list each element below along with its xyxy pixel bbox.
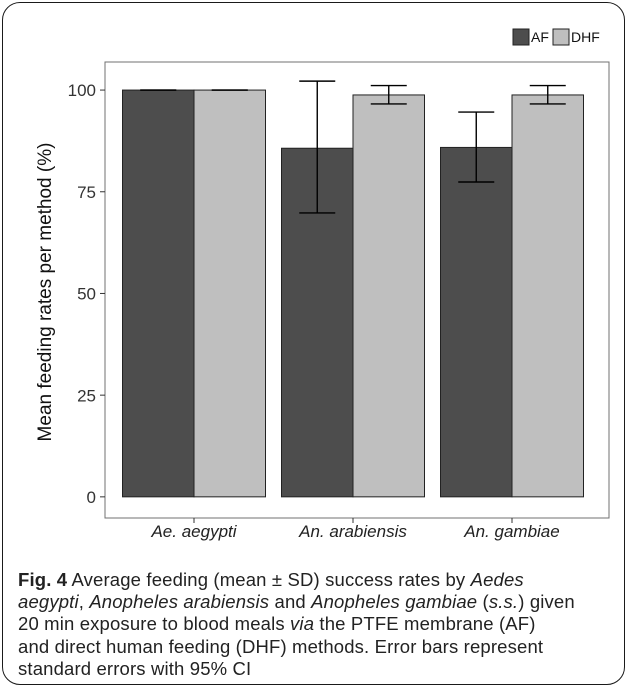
- y-tick-label-100: 100: [68, 81, 96, 100]
- legend-swatch-dhf: [552, 28, 570, 46]
- bar-dhf-an-arabiensis: [352, 94, 425, 498]
- caption-species-name: Aedes: [470, 569, 524, 590]
- caption-line-3: 20 min exposure to blood meals via the P…: [18, 613, 618, 635]
- caption-text: and: [269, 591, 312, 613]
- caption-emphasis: via: [290, 613, 315, 635]
- y-tick-label-25: 25: [77, 386, 96, 405]
- error-bar-af-an-arabiensis: [299, 80, 336, 214]
- caption-species-name: aegypti: [18, 591, 79, 613]
- caption-text: and direct human feeding (DHF) methods. …: [18, 635, 544, 657]
- caption-abbreviation: s.s.: [488, 591, 519, 613]
- bar-af-ae-aegypti: [122, 89, 195, 498]
- caption-species-name: Anopheles arabiensis: [89, 591, 270, 613]
- error-bar-af-an-gambiae: [458, 111, 495, 183]
- caption-species-name: Anopheles gambiae: [311, 591, 478, 613]
- y-tick-label-75: 75: [77, 183, 96, 202]
- error-bars-layer: [140, 80, 566, 214]
- caption-text: standard errors with 95% CI: [18, 657, 252, 679]
- bars-layer: [122, 89, 584, 498]
- error-bar-dhf-an-arabiensis: [370, 84, 407, 105]
- x-tick-label-an-arabiensis: An. arabiensis: [298, 522, 407, 541]
- bar-dhf-ae-aegypti: [193, 89, 266, 498]
- y-tick-label-0: 0: [87, 488, 96, 507]
- x-tick-label-ae-aegypti: Ae. aegypti: [150, 522, 237, 541]
- caption-line-5: standard errors with 95% CI: [18, 658, 618, 680]
- legend: AF DHF: [512, 28, 600, 46]
- caption-text: Average feeding (mean ± SD) success rate…: [67, 569, 471, 590]
- bar-dhf-an-gambiae: [511, 94, 584, 498]
- caption-line-4: and direct human feeding (DHF) methods. …: [18, 636, 618, 658]
- legend-swatch-af: [512, 28, 530, 46]
- figure-label: Fig. 4: [18, 569, 68, 590]
- caption-text: ,: [78, 591, 90, 613]
- bar-af-an-gambiae: [440, 146, 513, 498]
- caption-text: (: [477, 591, 489, 613]
- legend-label-dhf: DHF: [571, 29, 600, 45]
- x-tick-label-an-gambiae: An. gambiae: [463, 522, 559, 541]
- bar-chart: AF DHF Ae. aegypti An. arabiensis An. gamb…: [35, 28, 610, 541]
- y-tick-label-50: 50: [77, 285, 96, 304]
- caption-text: ) given: [518, 591, 575, 613]
- axes-layer: Ae. aegypti An. arabiensis An. gambiae 0 25 5…: [68, 81, 560, 541]
- caption-line-2: aegypti, Anopheles arabiensis and Anophe…: [18, 591, 618, 613]
- caption-text: the PTFE membrane (AF): [314, 613, 536, 635]
- caption-line-1: Fig. 4 Average feeding (mean ± SD) succe…: [18, 569, 618, 591]
- y-axis-title: Mean feeding rates per method (%): [35, 143, 56, 442]
- legend-label-af: AF: [531, 29, 549, 45]
- figure-caption: Fig. 4 Average feeding (mean ± SD) succe…: [18, 569, 618, 680]
- caption-text: 20 min exposure to blood meals: [18, 613, 291, 635]
- error-bar-dhf-an-gambiae: [529, 84, 566, 105]
